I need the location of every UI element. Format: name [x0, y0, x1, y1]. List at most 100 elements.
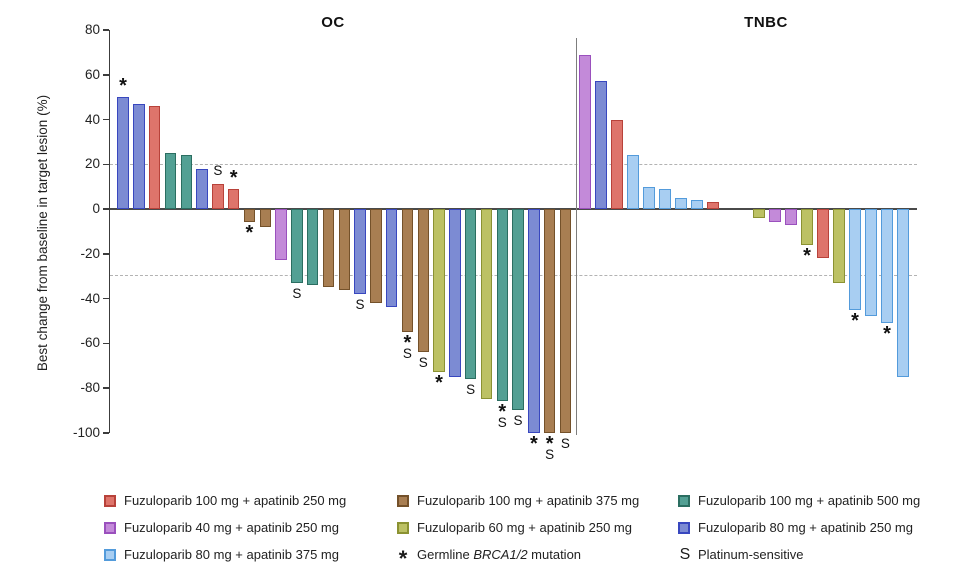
y-tick-label--80: -80 — [80, 380, 100, 395]
bar-annotation-oc-28: * S — [538, 432, 562, 462]
y-tick-label-0: 0 — [92, 201, 100, 216]
bar-tnbc-18 — [881, 209, 893, 324]
y-tick--60 — [103, 342, 109, 344]
bar-oc-15 — [338, 209, 350, 290]
legend-swatch-icon — [397, 521, 409, 534]
brca-mutation-mark: * — [498, 401, 507, 424]
brca-mutation-mark: * — [545, 432, 554, 455]
bar-oc-13 — [306, 209, 319, 286]
bar-oc-6 — [196, 168, 208, 209]
bar-annotation-oc-25: * S — [490, 401, 514, 431]
brca-mutation-mark: * — [883, 323, 891, 346]
bar-tnbc-16 — [849, 209, 861, 310]
reference-line-20 — [110, 163, 917, 165]
bar-annotation-oc-12: S — [285, 285, 309, 301]
asterisk-icon: * — [398, 545, 408, 571]
bar-annotation-oc-19: * S — [395, 332, 419, 362]
legend-column-3: Fuzuloparib 100 mg + apatinib 500 mg Fuzu… — [678, 491, 920, 572]
bar-oc-16 — [354, 209, 366, 295]
bar-annotation-oc-21: * — [427, 372, 451, 395]
platinum-sensitive-mark: S — [213, 163, 223, 179]
bar-oc-3 — [148, 106, 161, 209]
y-axis-line — [108, 30, 111, 433]
legend-swatch-icon — [678, 521, 690, 534]
brca-mutation-mark: * — [119, 75, 127, 98]
y-tick-0 — [103, 208, 109, 210]
legend-item-label: Fuzuloparib 60 mg + apatinib 250 mg — [417, 520, 632, 535]
panel-title-tnbc: TNBC — [744, 14, 788, 31]
bar-annotation-oc-26: S — [506, 414, 530, 428]
legend-swatch-icon — [678, 494, 690, 507]
platinum-sensitive-mark: S — [560, 435, 570, 451]
legend-item-platinum-sensitive: S Platinum-sensitive — [678, 545, 920, 564]
plot-area: 80 60 40 20 0 -20 -40 -60 -80 -100 * S * * S S * S S * S * S S *… — [73, 22, 917, 462]
bar-oc-26 — [512, 209, 524, 411]
legend-item-fz100_ap375: Fuzuloparib 100 mg + apatinib 375 mg — [397, 491, 639, 510]
legend-column-2: Fuzuloparib 100 mg + apatinib 375 mg Fuzu… — [397, 491, 639, 572]
bar-tnbc-1 — [579, 54, 591, 209]
platinum-sensitive-mark: S — [497, 415, 507, 431]
platinum-sensitive-mark: S — [355, 297, 365, 313]
legend-item-fz80_ap375: Fuzuloparib 80 mg + apatinib 375 mg — [104, 545, 346, 564]
legend-item-label: Fuzuloparib 80 mg + apatinib 250 mg — [698, 520, 913, 535]
brca-mutation-mark: * — [403, 332, 412, 355]
bar-annotation-tnbc-16: * — [843, 309, 867, 332]
bar-tnbc-3 — [611, 119, 623, 209]
bar-annotation-oc-29: S — [553, 435, 577, 451]
panel-separator — [575, 38, 577, 435]
brca-mutation-mark: * — [229, 166, 238, 189]
bar-tnbc-13 — [801, 209, 813, 245]
bar-oc-20 — [417, 209, 429, 353]
bar-tnbc-12 — [785, 209, 797, 225]
legend-item-fz40_ap250: Fuzuloparib 40 mg + apatinib 250 mg — [104, 518, 346, 537]
y-tick-label--20: -20 — [80, 245, 100, 261]
legend-item-brca-mutation: * Germline BRCA1/2 mutation — [397, 545, 639, 571]
y-tick-label-60: 60 — [84, 66, 100, 82]
y-tick-label-80: 80 — [84, 22, 100, 37]
bar-oc-27 — [528, 209, 540, 433]
bar-oc-12 — [291, 209, 303, 283]
bar-tnbc-6 — [659, 188, 671, 209]
legend-item-label: Platinum-sensitive — [698, 547, 804, 562]
y-tick--40 — [103, 297, 109, 300]
bar-tnbc-9 — [707, 202, 719, 209]
bar-tnbc-14 — [817, 209, 829, 259]
y-tick-label--40: -40 — [80, 290, 100, 306]
bar-annotation-tnbc-18: * — [875, 323, 899, 346]
bar-tnbc-19 — [897, 209, 909, 377]
platinum-sensitive-mark: S — [466, 382, 476, 398]
bar-oc-14 — [322, 209, 335, 288]
bar-oc-23 — [464, 209, 477, 380]
brca-mutation-mark: * — [803, 244, 811, 267]
legend-item-label: Germline BRCA1/2 mutation — [417, 547, 582, 562]
bar-oc-8 — [227, 188, 240, 209]
bar-oc-4 — [164, 153, 177, 209]
legend-item-label: Fuzuloparib 100 mg + apatinib 250 mg — [124, 493, 347, 508]
brca-mutation-mark: * — [529, 432, 538, 455]
platinum-sensitive-mark: S — [545, 446, 555, 462]
legend-swatch-icon — [104, 494, 116, 507]
y-tick--100 — [103, 432, 109, 434]
brca-mutation-mark: * — [851, 309, 859, 332]
y-tick--80 — [103, 387, 109, 389]
platinum-sensitive-mark: S — [402, 346, 412, 362]
bar-annotation-oc-23: S — [459, 383, 483, 397]
bar-oc-21 — [433, 209, 445, 373]
platinum-sensitive-mark: S — [418, 355, 428, 371]
bar-oc-10 — [259, 209, 271, 227]
legend-item-fz100_ap250: Fuzuloparib 100 mg + apatinib 250 mg — [104, 491, 346, 510]
bar-oc-17 — [370, 209, 382, 303]
legend-swatch-icon — [104, 521, 116, 534]
bar-tnbc-4 — [627, 155, 639, 209]
brca-mutation-mark: * — [435, 372, 443, 395]
bar-oc-19 — [401, 209, 414, 333]
bar-oc-7 — [212, 184, 224, 209]
bar-oc-25 — [496, 209, 508, 402]
platinum-sensitive-mark: S — [292, 285, 302, 301]
legend-swatch-icon — [104, 548, 116, 561]
y-tick--20 — [103, 253, 109, 255]
bar-tnbc-8 — [691, 200, 703, 209]
bar-tnbc-11 — [769, 209, 781, 223]
bar-annotation-oc-16: S — [348, 298, 372, 312]
